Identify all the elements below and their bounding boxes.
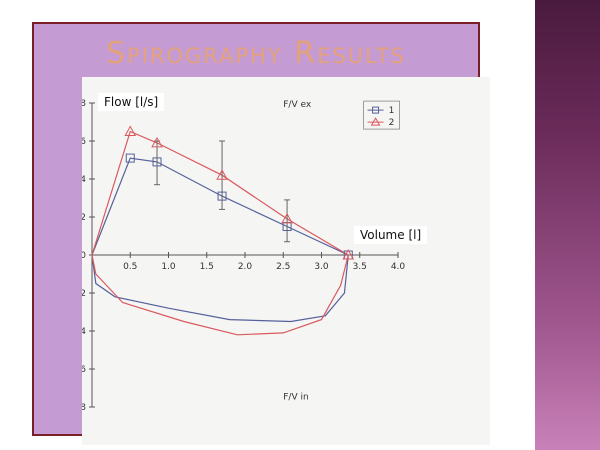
series-2-triangle-marker xyxy=(124,125,137,136)
x-tick-label: 3.0 xyxy=(314,262,329,272)
chart-series xyxy=(91,130,349,336)
chart-ticks: 0.5 1.0 1.5 2.0 2.5 3.0 3.5 4.0 8 6 4 2 0 2 4 6 8 xyxy=(82,99,405,413)
slide-title: Spirography Results xyxy=(106,36,406,71)
series-2-inspiration-line xyxy=(91,254,349,336)
y-tick-label: 6 xyxy=(82,365,86,375)
series-2-triangle-marker xyxy=(151,136,163,148)
y-tick-label: 8 xyxy=(82,403,86,413)
x-tick-label: 2.0 xyxy=(238,262,253,272)
y-tick-label: 8 xyxy=(82,99,86,109)
chart-markers xyxy=(124,125,355,260)
side-decoration-bar xyxy=(535,0,600,450)
series-2-triangle-marker xyxy=(216,169,228,180)
inspiration-label: F/V in xyxy=(283,392,308,402)
series-1-square-marker xyxy=(152,157,162,167)
x-tick-label: 3.5 xyxy=(353,262,367,272)
x-tick-label: 1.0 xyxy=(161,262,176,272)
series-1-inspiration-line xyxy=(91,254,349,323)
legend-square-marker xyxy=(372,106,380,114)
legend-label-2: 2 xyxy=(389,118,395,128)
chart-panel: 0.5 1.0 1.5 2.0 2.5 3.0 3.5 4.0 8 6 4 2 0 2 4 6 8 F/V ex… xyxy=(82,77,490,445)
y-tick-label: 2 xyxy=(82,289,86,299)
x-tick-label: 4.0 xyxy=(391,262,406,272)
y-tick-label: 6 xyxy=(82,137,86,147)
y-tick-label: 4 xyxy=(82,327,86,337)
x-tick-label: 0.5 xyxy=(123,262,137,272)
expiration-label: F/V ex xyxy=(283,100,312,110)
series-2-triangle-marker xyxy=(342,248,355,260)
series-2-triangle-marker xyxy=(281,212,293,224)
spirometry-chart: 0.5 1.0 1.5 2.0 2.5 3.0 3.5 4.0 8 6 4 2 0 2 4 6 8 F/V ex… xyxy=(82,99,405,413)
y-tick-label: 2 xyxy=(82,213,86,223)
y-tick-label: 4 xyxy=(82,175,86,185)
series-2-expiration-line xyxy=(91,130,349,256)
volume-axis-label: Volume [l] xyxy=(354,226,428,244)
series-1-square-marker xyxy=(217,191,227,201)
series-1-expiration-line xyxy=(91,157,349,256)
flow-axis-label: Flow [l/s] xyxy=(98,93,165,111)
legend-label-1: 1 xyxy=(389,106,395,116)
x-tick-label: 2.5 xyxy=(276,262,290,272)
x-tick-label: 1.5 xyxy=(200,262,214,272)
y-tick-label: 0 xyxy=(82,251,86,261)
chart-legend: 12 xyxy=(363,100,400,130)
legend-triangle-marker xyxy=(370,117,381,126)
series-1-square-marker xyxy=(125,153,135,163)
legend-box xyxy=(363,100,400,130)
chart-error-bars xyxy=(154,140,291,243)
